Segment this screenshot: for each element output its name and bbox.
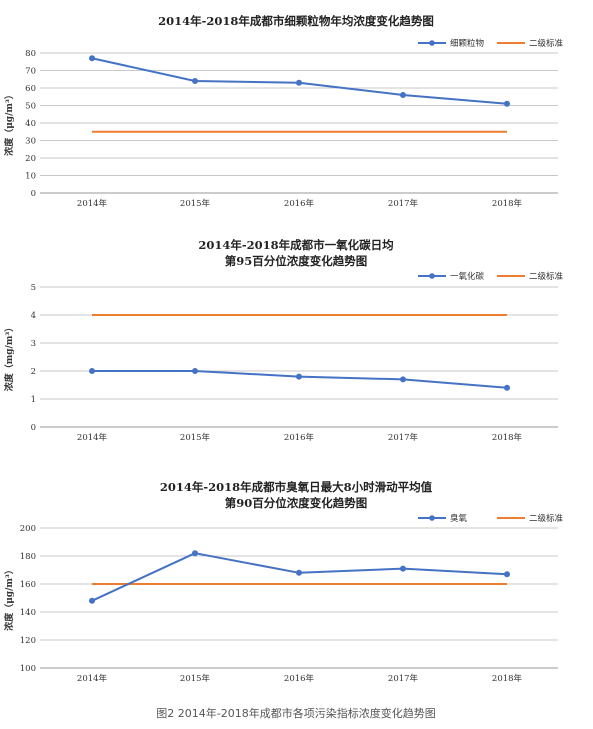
y-tick-label: 160 [20, 580, 36, 590]
y-tick-label: 20 [25, 154, 36, 164]
x-tick-label: 2016年 [284, 432, 315, 443]
y-tick-label: 100 [20, 664, 36, 674]
y-tick-label: 200 [20, 524, 36, 534]
legend-label: 二级标准 [529, 513, 564, 524]
chart-title: 2014年-2018年成都市细颗粒物年均浓度变化趋势图 [158, 14, 434, 28]
y-axis-label: 浓度（μg/m³） [3, 565, 15, 631]
legend-marker [429, 40, 435, 46]
y-tick-label: 0 [31, 423, 36, 433]
data-point [89, 368, 95, 374]
data-point [504, 100, 510, 107]
data-point [89, 55, 95, 62]
y-tick-label: 50 [25, 102, 36, 112]
y-axis-label: 浓度（μg/m³） [3, 90, 15, 156]
chart-title: 2014年-2018年成都市臭氧日最大8小时滑动平均值 [160, 480, 433, 494]
x-tick-label: 2015年 [180, 432, 211, 443]
y-tick-label: 180 [20, 552, 36, 562]
x-tick-label: 2016年 [284, 673, 315, 684]
chart-title: 第95百分位浓度变化趋势图 [225, 254, 368, 268]
figure-caption: 图2 2014年-2018年成都市各项污染指标浓度变化趋势图 [156, 706, 435, 720]
y-tick-label: 40 [25, 119, 36, 129]
x-tick-label: 2017年 [388, 198, 419, 209]
x-tick-label: 2014年 [77, 432, 108, 443]
y-tick-label: 1 [31, 395, 36, 405]
data-point [296, 79, 302, 86]
legend-item: 臭氧 [418, 513, 468, 524]
legend-marker [429, 273, 435, 279]
data-point [296, 373, 302, 380]
data-point [192, 368, 198, 374]
y-axis-label: 浓度（mg/m³） [3, 323, 15, 392]
y-tick-label: 5 [31, 283, 36, 293]
data-point [504, 384, 510, 391]
legend-label: 二级标准 [529, 271, 564, 282]
x-tick-label: 2015年 [180, 673, 211, 684]
legend-item: 二级标准 [497, 38, 564, 49]
data-point [400, 376, 406, 383]
data-point [400, 565, 406, 572]
chart-title: 2014年-2018年成都市一氧化碳日均 [198, 238, 393, 252]
x-tick-label: 2014年 [77, 673, 108, 684]
y-tick-label: 80 [25, 49, 36, 59]
legend-label: 细颗粒物 [450, 38, 485, 49]
x-tick-label: 2017年 [388, 673, 419, 684]
x-tick-label: 2015年 [180, 198, 211, 209]
data-point [296, 569, 302, 576]
data-point [504, 571, 510, 578]
x-tick-label: 2016年 [284, 198, 315, 209]
legend-item: 二级标准 [497, 513, 564, 524]
chart-1: 2014年-2018年成都市细颗粒物年均浓度变化趋势图 0 10 20 30 40 50 60… [3, 14, 564, 209]
y-tick-label: 4 [31, 311, 36, 321]
y-tick-label: 2 [31, 367, 36, 377]
data-point [400, 92, 406, 98]
y-tick-label: 10 [25, 172, 36, 182]
y-tick-label: 3 [31, 339, 36, 349]
y-tick-label: 30 [25, 137, 36, 147]
x-tick-label: 2018年 [492, 198, 523, 209]
y-tick-label: 60 [25, 84, 36, 94]
x-tick-label: 2017年 [388, 432, 419, 443]
series-line [91, 552, 508, 602]
x-tick-label: 2014年 [77, 198, 108, 209]
legend-item: 一氧化碳 [418, 271, 485, 282]
x-tick-label: 2018年 [492, 432, 523, 443]
chart-3: 2014年-2018年成都市臭氧日最大8小时滑动平均值第90百分位浓度变化趋势图… [3, 480, 564, 684]
legend-label: 臭氧 [450, 513, 468, 524]
y-tick-label: 0 [31, 189, 36, 199]
chart-title: 第90百分位浓度变化趋势图 [225, 496, 368, 510]
legend-label: 二级标准 [529, 38, 564, 49]
y-tick-label: 120 [20, 636, 36, 646]
data-point [192, 78, 198, 84]
x-tick-label: 2018年 [492, 673, 523, 684]
data-point [192, 550, 198, 557]
legend-label: 一氧化碳 [450, 271, 485, 282]
data-point [89, 597, 95, 604]
y-tick-label: 140 [20, 608, 36, 618]
y-tick-label: 70 [25, 67, 36, 77]
legend-item: 二级标准 [497, 271, 564, 282]
legend-item: 细颗粒物 [418, 38, 485, 49]
legend-marker [429, 515, 435, 521]
